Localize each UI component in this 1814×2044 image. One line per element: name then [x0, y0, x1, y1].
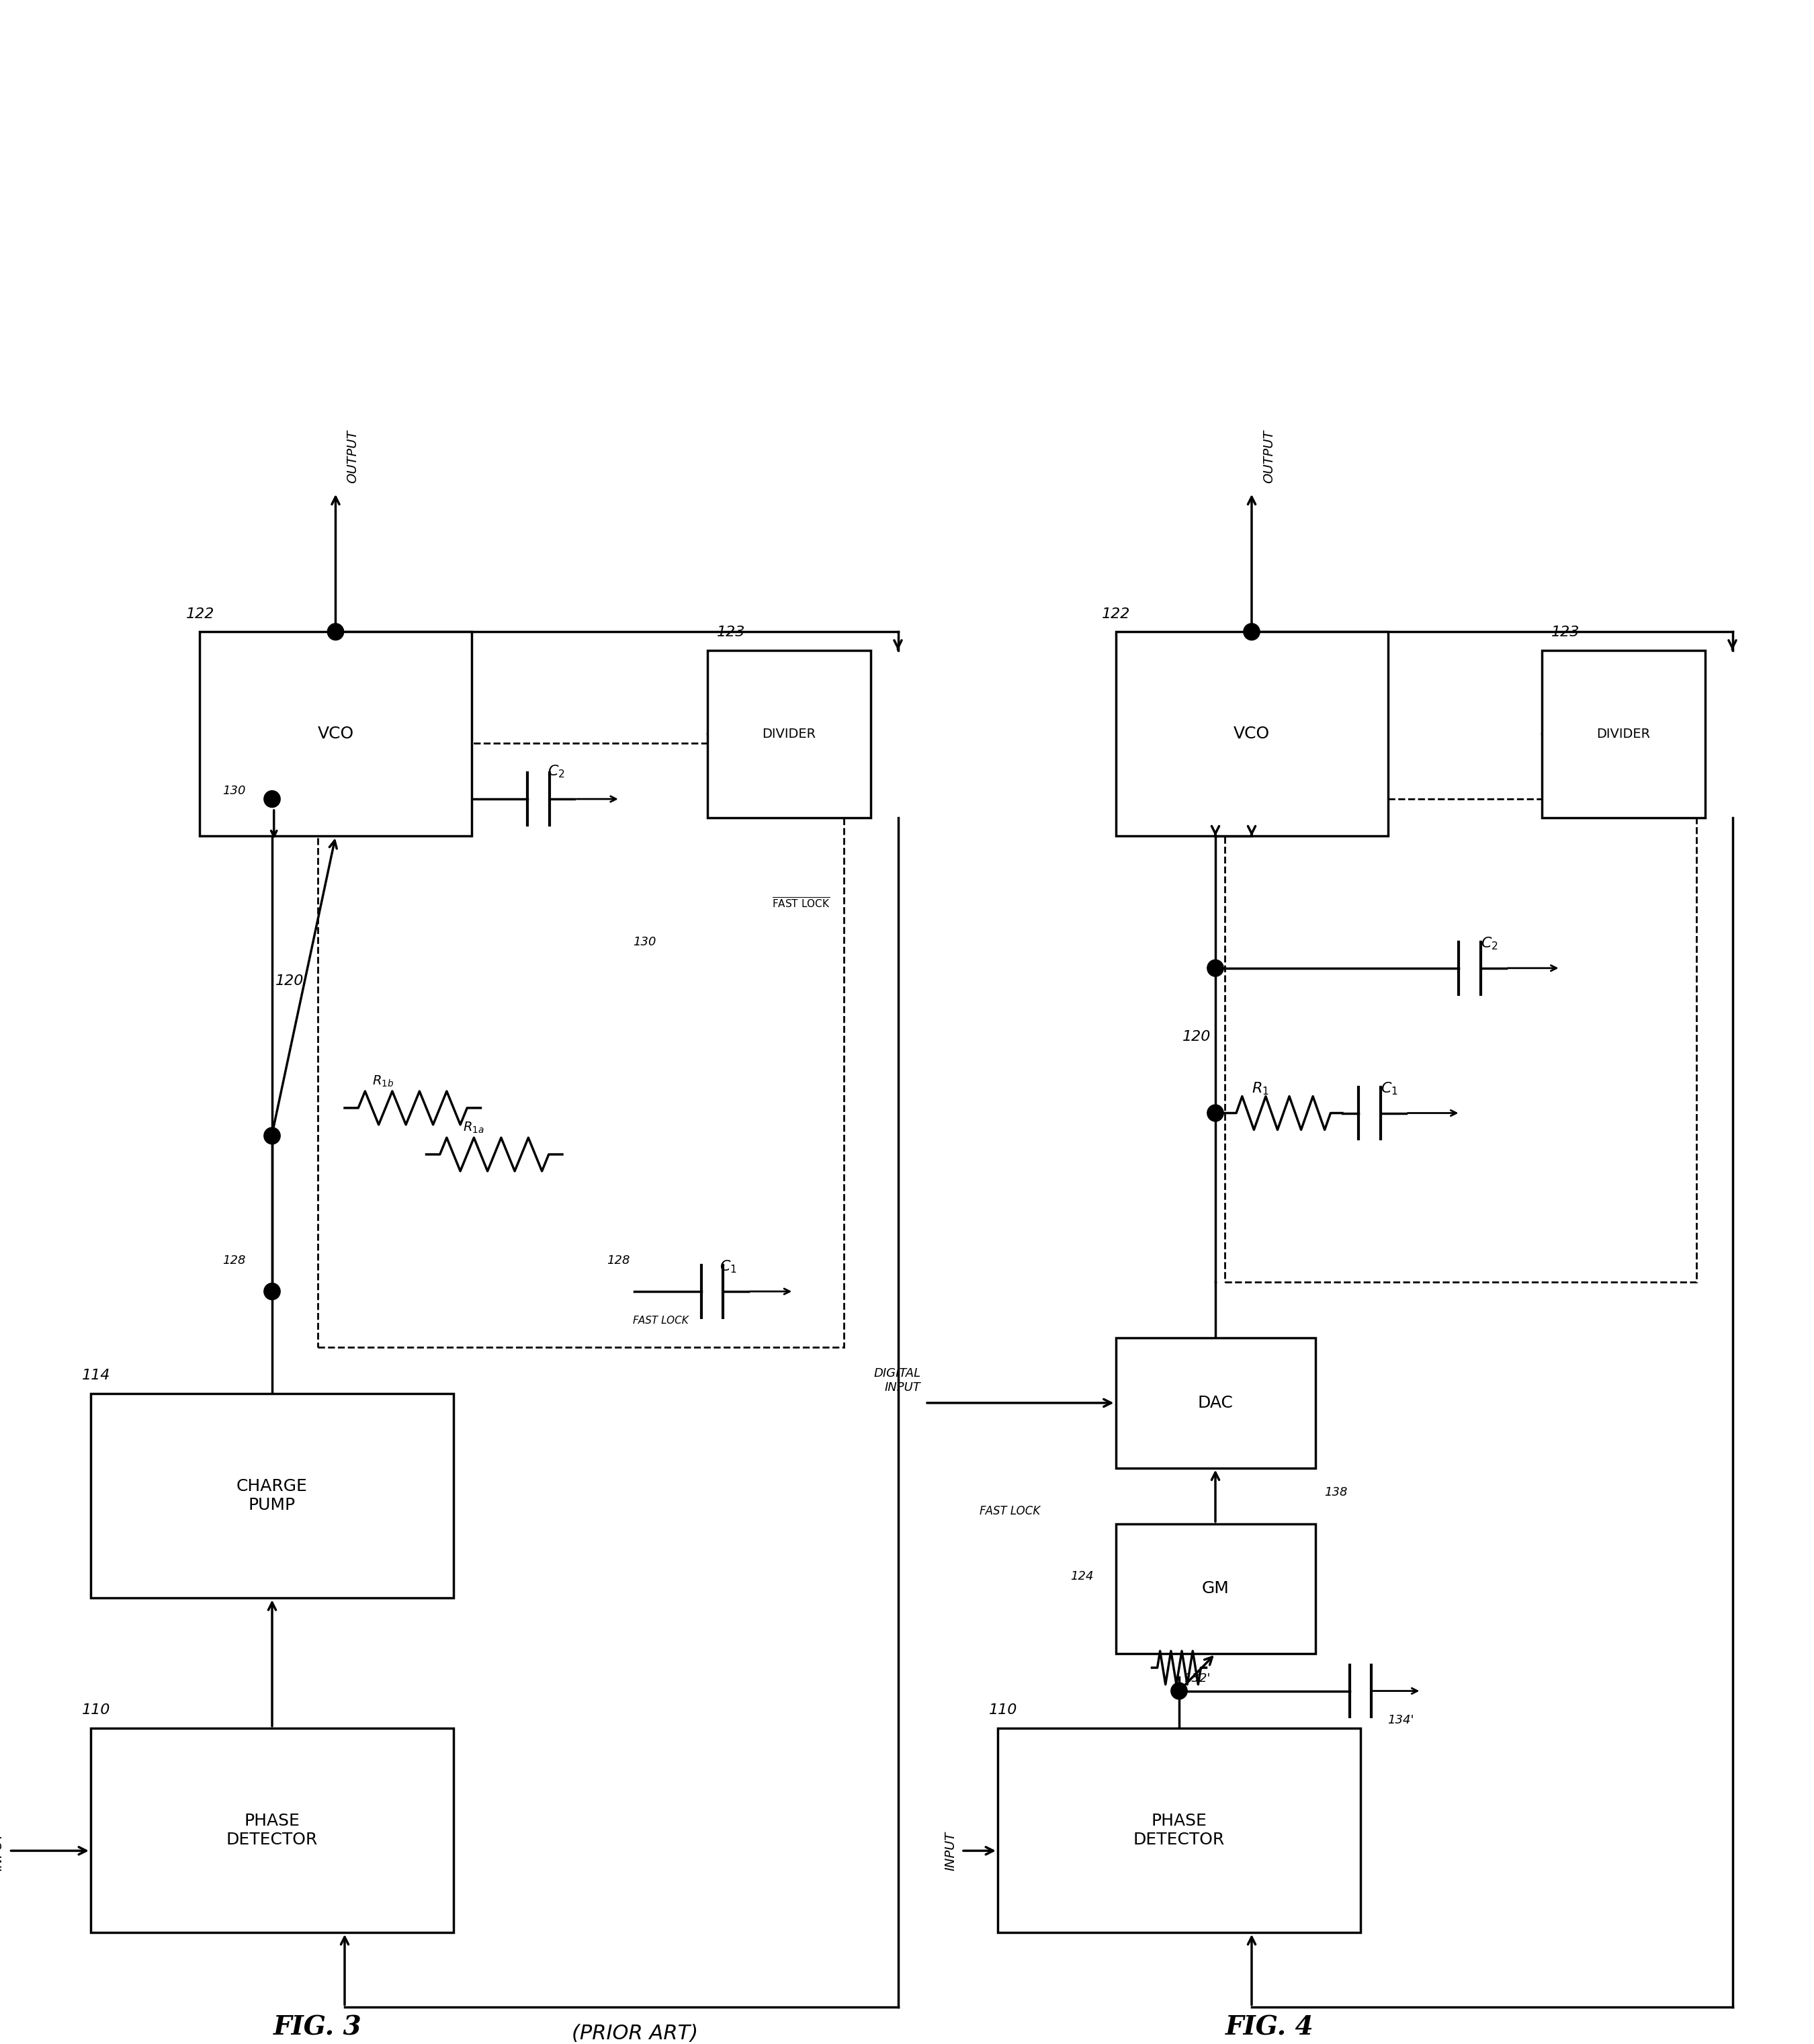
Bar	[200, 632, 472, 836]
Text: DIGITAL
INPUT: DIGITAL INPUT	[874, 1367, 920, 1394]
Circle shape	[265, 791, 279, 807]
Text: CHARGE
PUMP: CHARGE PUMP	[236, 1478, 308, 1513]
Text: $C_2$: $C_2$	[548, 764, 564, 779]
Text: 138: 138	[1324, 1486, 1348, 1498]
Bar	[1116, 1339, 1315, 1468]
Text: 123: 123	[717, 625, 746, 640]
Text: 124: 124	[1070, 1570, 1094, 1582]
Circle shape	[1208, 1104, 1223, 1122]
Text: PHASE
DETECTOR: PHASE DETECTOR	[227, 1813, 317, 1848]
Text: $C_1$: $C_1$	[718, 1259, 736, 1275]
Text: 120: 120	[276, 975, 303, 987]
Bar	[317, 744, 844, 1347]
Bar	[998, 1727, 1360, 1932]
Bar	[1224, 799, 1696, 1282]
Text: $R_{1b}$: $R_{1b}$	[372, 1073, 394, 1087]
Text: $C_1$: $C_1$	[1380, 1081, 1399, 1096]
Text: GM: GM	[1201, 1580, 1230, 1596]
Text: $R_1$: $R_1$	[1252, 1081, 1270, 1096]
Text: DAC: DAC	[1197, 1394, 1234, 1410]
Text: 130: 130	[221, 785, 245, 797]
Text: 123: 123	[1551, 625, 1580, 640]
Text: 122: 122	[1101, 607, 1130, 621]
Bar	[1116, 632, 1388, 836]
Text: FAST LOCK: FAST LOCK	[980, 1504, 1039, 1517]
Text: 120: 120	[1183, 1030, 1212, 1042]
Text: 134': 134'	[1388, 1715, 1415, 1725]
Text: FAST LOCK: FAST LOCK	[633, 1316, 689, 1327]
Text: 132': 132'	[1183, 1672, 1210, 1684]
Text: 128: 128	[606, 1255, 629, 1265]
Text: 114: 114	[82, 1369, 111, 1382]
Text: VCO: VCO	[1234, 726, 1270, 742]
Circle shape	[1208, 961, 1223, 977]
Circle shape	[1172, 1682, 1186, 1699]
Text: $\overline{\rm FAST\ LOCK}$: $\overline{\rm FAST\ LOCK}$	[771, 897, 831, 910]
Text: PHASE
DETECTOR: PHASE DETECTOR	[1134, 1813, 1224, 1848]
Circle shape	[1243, 623, 1259, 640]
Text: 128: 128	[221, 1255, 245, 1265]
Bar	[91, 1394, 454, 1598]
Text: FIG. 3: FIG. 3	[274, 2015, 361, 2040]
Bar	[1116, 1523, 1315, 1654]
Text: DIVIDER: DIVIDER	[1596, 728, 1651, 740]
Bar	[91, 1727, 454, 1932]
Text: $R_{1a}$: $R_{1a}$	[463, 1120, 484, 1134]
Text: 110: 110	[989, 1703, 1018, 1717]
Circle shape	[327, 623, 345, 640]
Text: OUTPUT: OUTPUT	[346, 429, 359, 482]
Text: DIVIDER: DIVIDER	[762, 728, 816, 740]
Text: INPUT: INPUT	[943, 1831, 958, 1870]
Text: INPUT: INPUT	[0, 1831, 4, 1870]
Circle shape	[265, 1284, 279, 1300]
Text: FIG. 4: FIG. 4	[1226, 2015, 1313, 2040]
Text: OUTPUT: OUTPUT	[1263, 429, 1275, 482]
Bar	[707, 650, 871, 818]
Text: $C_2$: $C_2$	[1480, 936, 1498, 950]
Text: 110: 110	[82, 1703, 111, 1717]
Text: 130: 130	[633, 936, 657, 948]
Text: (PRIOR ART): (PRIOR ART)	[571, 2024, 698, 2044]
Text: 122: 122	[187, 607, 214, 621]
Text: VCO: VCO	[317, 726, 354, 742]
Circle shape	[265, 1128, 279, 1145]
Bar	[1542, 650, 1705, 818]
